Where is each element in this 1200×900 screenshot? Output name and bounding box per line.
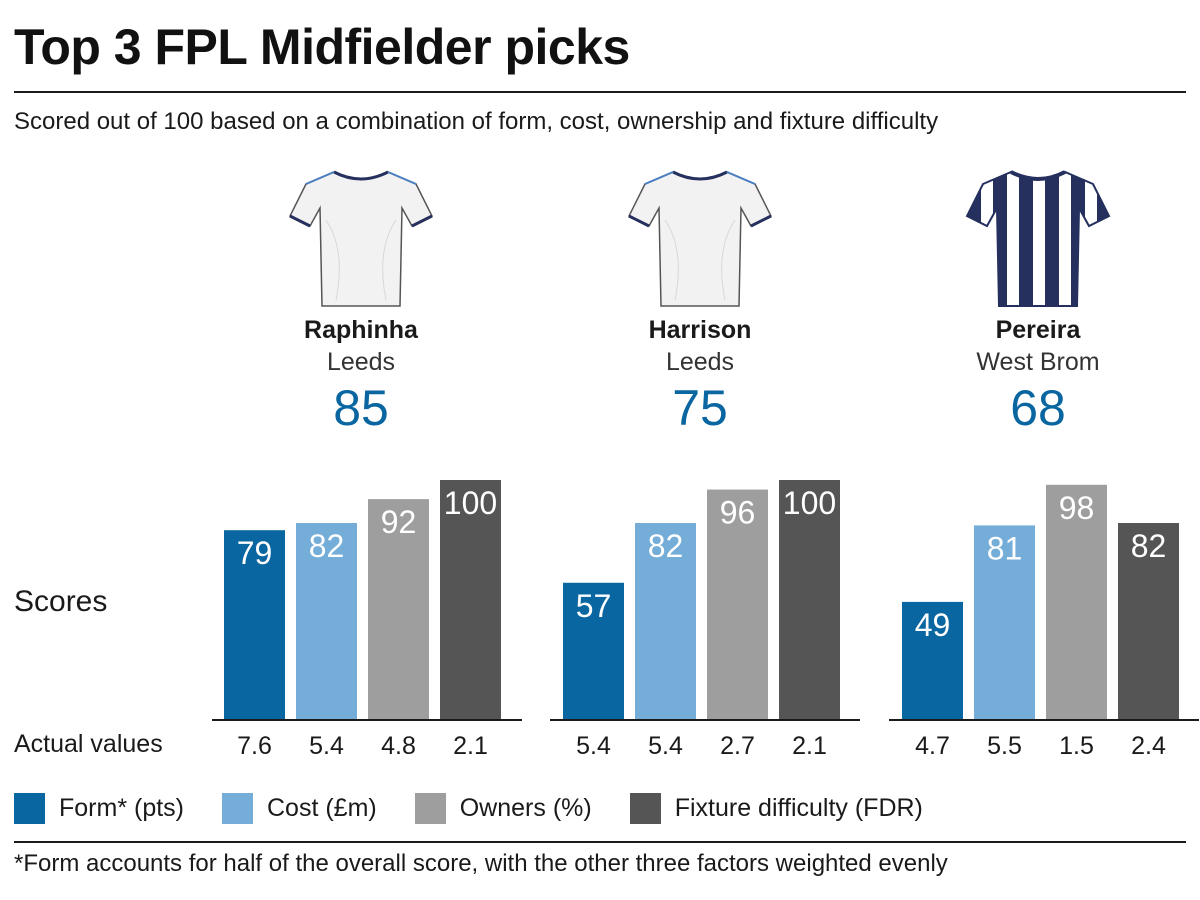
- actual-value-label: 2.7: [720, 732, 755, 760]
- bar-value-label: 82: [1131, 528, 1167, 564]
- player-name: Raphinha: [304, 316, 418, 344]
- player-overall-score: 75: [672, 379, 728, 436]
- actual-value-label: 4.8: [381, 732, 416, 760]
- player-overall-score: 68: [1010, 379, 1066, 436]
- legend-label-owners: Owners (%): [459, 794, 592, 822]
- legend-swatch-owners: [414, 793, 446, 824]
- scores-row-label: Scores: [14, 585, 108, 618]
- bar-fixture: [1118, 523, 1179, 719]
- bar-owners: [368, 499, 429, 719]
- legend-swatch-fixture: [629, 793, 661, 824]
- bar-value-label: 98: [1059, 490, 1095, 526]
- legend-item-cost: Cost (£m): [222, 793, 377, 824]
- legend-item-owners: Owners (%): [414, 793, 592, 824]
- player-name: Harrison: [648, 316, 752, 344]
- player-team: Leeds: [665, 347, 735, 376]
- player-name: Pereira: [995, 316, 1081, 344]
- bar-value-label: 57: [576, 588, 612, 624]
- bottom-divider: [14, 841, 1186, 843]
- legend-swatch-form: [14, 793, 45, 824]
- actual-value-label: 2.1: [453, 732, 488, 760]
- bar-cost: [635, 523, 696, 719]
- player-team: West Brom: [976, 347, 1100, 376]
- bar-cost: [974, 525, 1035, 719]
- bar-value-label: 100: [444, 485, 497, 521]
- actual-value-label: 4.7: [915, 732, 950, 760]
- bar-fixture: [779, 480, 840, 719]
- player-header-2: Harrison Leeds 75: [570, 160, 830, 436]
- white-shirt-icon: [288, 170, 434, 307]
- actual-value-label: 2.1: [792, 732, 827, 760]
- bar-value-label: 100: [783, 485, 836, 521]
- chart-title: Top 3 FPL Midfielder picks: [14, 19, 630, 75]
- legend-item-form: Form* (pts): [14, 793, 184, 824]
- bar-form: [224, 530, 285, 719]
- bar-cost: [296, 523, 357, 719]
- actual-values-row-label: Actual values: [14, 730, 163, 758]
- bar-owners: [1046, 484, 1107, 719]
- legend: Form* (pts) Cost (£m) Owners (%) Fixture…: [14, 793, 961, 824]
- actual-value-label: 2.4: [1131, 732, 1166, 760]
- striped-shirt-icon: [965, 170, 1111, 307]
- legend-label-cost: Cost (£m): [267, 794, 377, 822]
- bar-value-label: 82: [648, 528, 684, 564]
- actual-value-label: 5.4: [309, 732, 344, 760]
- bar-value-label: 79: [237, 535, 273, 571]
- bar-value-label: 81: [987, 530, 1023, 566]
- player-header-3: Pereira West Brom 68: [908, 160, 1168, 436]
- legend-item-fixture: Fixture difficulty (FDR): [629, 793, 923, 824]
- player-header-1: Raphinha Leeds 85: [231, 160, 491, 436]
- top-divider: [14, 91, 1186, 93]
- bar-value-label: 92: [381, 504, 417, 540]
- actual-value-label: 5.4: [648, 732, 683, 760]
- legend-swatch-cost: [222, 793, 253, 824]
- player-team: Leeds: [326, 347, 396, 376]
- footnote: *Form accounts for half of the overall s…: [14, 850, 948, 877]
- bar-value-label: 82: [309, 528, 345, 564]
- actual-value-label: 5.5: [987, 732, 1022, 760]
- legend-label-form: Form* (pts): [59, 794, 184, 822]
- player-overall-score: 85: [333, 379, 389, 436]
- bar-form: [902, 601, 963, 719]
- actual-value-label: 5.4: [576, 732, 611, 760]
- legend-label-fixture: Fixture difficulty (FDR): [674, 794, 923, 822]
- bar-form: [563, 582, 624, 719]
- actual-value-label: 7.6: [237, 732, 272, 760]
- bar-owners: [707, 489, 768, 719]
- bar-value-label: 96: [720, 495, 756, 531]
- chart-subtitle: Scored out of 100 based on a combination…: [14, 108, 939, 135]
- white-shirt-icon: [627, 170, 773, 307]
- bar-value-label: 49: [915, 607, 951, 643]
- bar-fixture: [440, 480, 501, 719]
- actual-value-label: 1.5: [1059, 732, 1094, 760]
